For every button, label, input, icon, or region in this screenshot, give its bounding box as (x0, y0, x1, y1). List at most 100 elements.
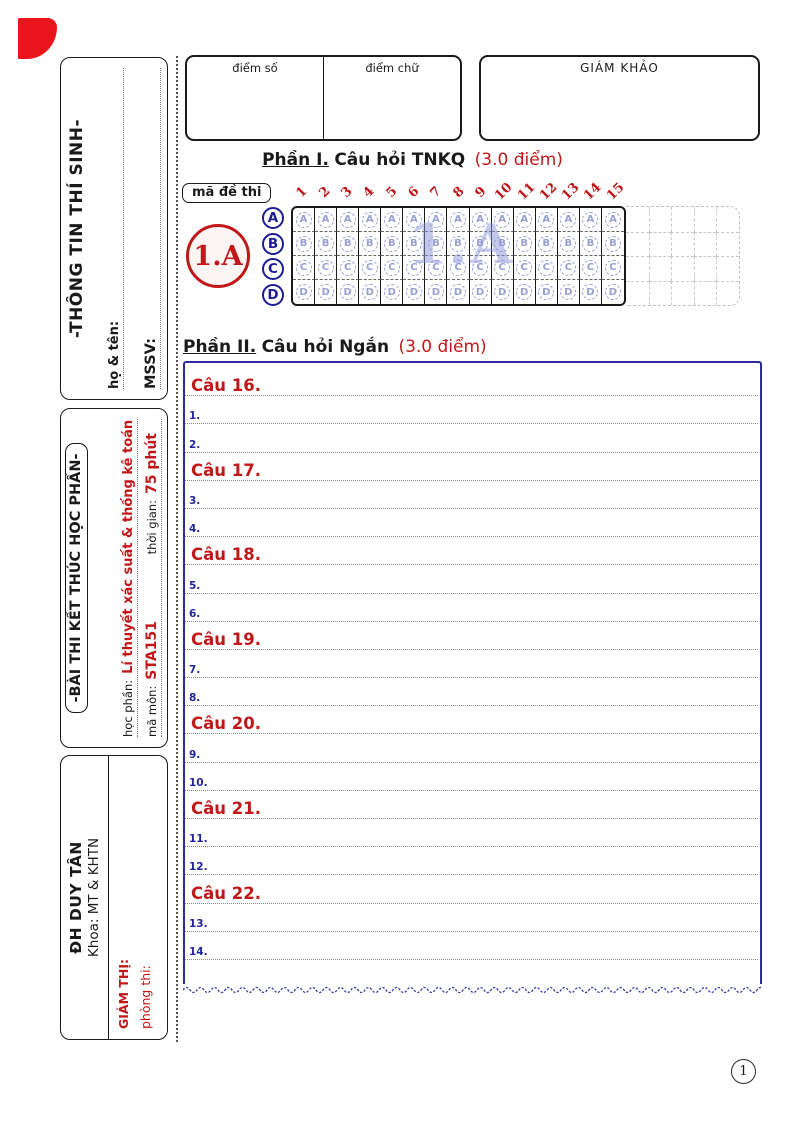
numbered-answer-line: 12. (185, 847, 758, 876)
bubble-cell: A (337, 208, 360, 232)
course-field: học phần: Lí thuyết xác suất & thống kê … (121, 419, 138, 737)
bubble-cell: B (469, 232, 492, 256)
bubble-cell: B (557, 232, 580, 256)
question-number: 5 (383, 184, 401, 202)
bubble-cell: D (492, 280, 514, 304)
code-duration-field: mã môn: STA151 thời gian: 75 phút (144, 419, 162, 737)
answer-line-label: Câu 17. (191, 460, 261, 480)
part2-heading-text: Câu hỏi Ngắn (261, 337, 390, 357)
answer-bubble: B (427, 235, 444, 252)
question-number: 4 (360, 184, 378, 202)
answer-bubble: C (538, 259, 555, 276)
bubble-cell: C (403, 256, 426, 280)
answer-bubble: D (383, 284, 400, 300)
score-text-label: điểm chữ (365, 61, 419, 75)
answer-line-label: 13. (189, 917, 208, 930)
answer-bubble: D (317, 284, 334, 300)
bubble-cell: B (293, 232, 316, 256)
answer-line-label: 7. (189, 664, 201, 677)
answer-bubble: D (295, 284, 312, 300)
answer-bubble: D (405, 284, 422, 300)
extension-cell (648, 280, 672, 305)
bubble-cell: C (359, 256, 382, 280)
answer-bubble: D (494, 284, 511, 300)
part1-heading-points: (3.0 điểm) (474, 150, 563, 170)
numbered-answer-line: 14. (185, 932, 758, 960)
bubble-cell: D (580, 280, 602, 304)
bubble-cell: B (315, 232, 338, 256)
score-box: điểm số điểm chữ (185, 55, 462, 141)
part2-heading-prefix: Phần II. (183, 337, 257, 357)
university-section: ĐH DUY TÂN Khoa: MT & KHTN (61, 756, 109, 1039)
numbered-answer-line: 13. (185, 904, 758, 932)
answer-bubble: B (538, 235, 555, 252)
answer-line-label: 5. (189, 579, 201, 592)
exam-info-content: -BÀI THI KẾT THÚC HỌC PHẦN- học phần: Lí… (60, 408, 168, 748)
option-label-circle: C (262, 258, 284, 281)
extension-cell (626, 231, 649, 257)
bubble-cell: D (470, 280, 492, 304)
part2-heading: Phần II. Câu hỏi Ngắn (3.0 điểm) (183, 337, 487, 357)
bubble-cell: C (491, 256, 514, 280)
score-number-cell: điểm số (187, 57, 323, 139)
option-label-circle: D (262, 283, 284, 306)
answer-bubble: D (538, 284, 555, 300)
question-number: 11 (514, 180, 538, 204)
name-field: họ & tên: (106, 68, 124, 389)
answer-bubble: C (449, 259, 466, 276)
answer-bubble: B (317, 235, 334, 252)
answer-line-label: Câu 18. (191, 545, 261, 565)
bubble-cell: B (381, 232, 404, 256)
answer-bubble: B (516, 235, 533, 252)
numbered-answer-line: 5. (185, 565, 758, 594)
answer-bubble: B (295, 235, 312, 252)
student-info-content: -THÔNG TIN THÍ SINH- họ & tên: MSSV: (60, 57, 168, 400)
bubble-cell: B (359, 232, 382, 256)
student-info-title: -THÔNG TIN THÍ SINH- (67, 118, 87, 339)
extension-cell (671, 231, 694, 256)
bubble-cell: A (469, 208, 492, 232)
answer-line-label: 8. (189, 692, 201, 705)
answer-bubble: D (472, 284, 489, 300)
answer-bubble: D (361, 284, 378, 300)
extension-cell (626, 207, 649, 232)
bubble-cell: A (315, 208, 338, 232)
numbered-answer-line: 9. (185, 734, 758, 763)
answer-bubble: C (604, 259, 621, 276)
bubble-cell: C (447, 256, 470, 280)
extension-cell (648, 207, 672, 232)
code-field-value: STA151 (144, 621, 160, 680)
answer-bubble: D (604, 284, 621, 300)
answer-bubble: A (295, 211, 312, 228)
bubble-cell: A (293, 208, 316, 232)
bubble-cell: C (315, 256, 338, 280)
bubble-cell: D (425, 280, 448, 304)
bubble-cell: A (359, 208, 382, 232)
numbered-answer-line: 6. (185, 594, 758, 622)
bubble-cell: D (602, 280, 624, 304)
exam-code-circle: 1.A (186, 224, 250, 288)
answer-line-label: Câu 22. (191, 883, 261, 903)
question-number: 14 (581, 180, 605, 204)
duration-field-label: thời gian: (145, 500, 159, 555)
extension-cell (693, 280, 717, 305)
bubble-cell: C (557, 256, 580, 280)
question-numbers: 1 2 3 4 5 6 7 8 9 10 11 12 13 14 15 (291, 174, 628, 204)
corner-logo-mark (18, 18, 57, 59)
bubble-cell: C (337, 256, 360, 280)
question-number: 8 (449, 184, 467, 202)
bubble-cell: B (403, 232, 426, 256)
question-number: 7 (427, 184, 445, 202)
bubble-cell: D (536, 280, 558, 304)
bubble-cell: A (403, 208, 426, 232)
bubble-cell: D (359, 280, 382, 304)
question-number: 2 (316, 184, 334, 202)
bubble-cell: D (403, 280, 426, 304)
answer-line-label: 4. (189, 523, 201, 536)
answer-bubble: B (604, 235, 621, 252)
bubble-cell: D (381, 280, 404, 304)
answer-bubble: D (516, 284, 533, 300)
part1-heading-prefix: Phần I. (262, 150, 329, 170)
answer-bubble: C (317, 259, 334, 276)
